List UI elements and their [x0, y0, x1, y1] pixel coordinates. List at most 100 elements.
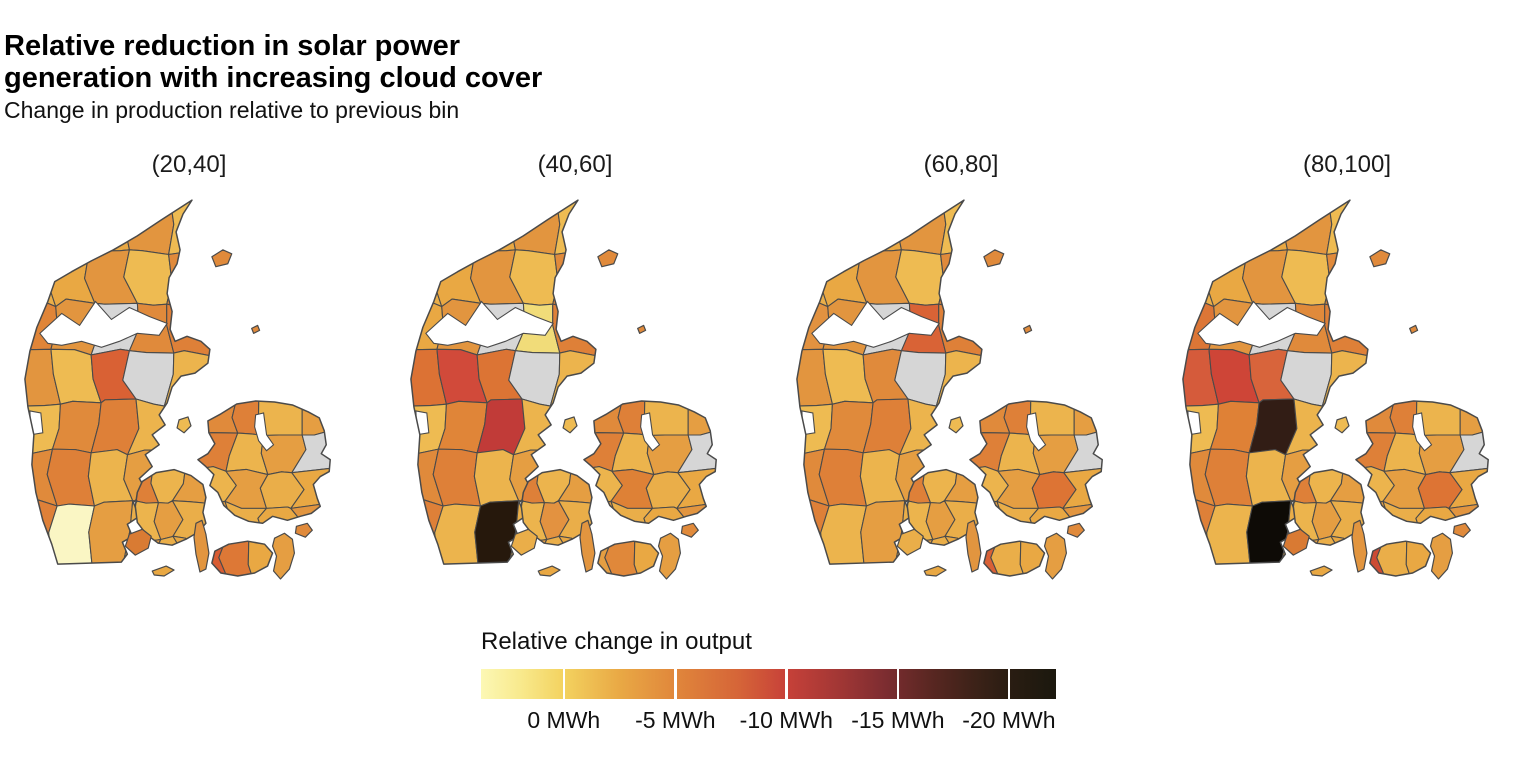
municipality-cell-jut-2-0	[860, 200, 902, 252]
municipality-cell-zea-2-3	[643, 506, 688, 524]
municipality-cell-jut-0-0	[24, 200, 54, 256]
municipality-cell-zea-2-3	[1415, 506, 1460, 524]
facet-(20,40]: (20,40]	[10, 150, 368, 612]
chart-header: Relative reduction in solar power generat…	[4, 30, 542, 124]
colorbar-tick-label: -15 MWh	[851, 707, 945, 733]
island-falster	[1429, 532, 1454, 580]
municipality-cell-zea-3-3	[1061, 504, 1103, 524]
municipality-cell-jut-1-0	[1204, 200, 1252, 259]
colorbar-tick-label: -5 MWh	[635, 707, 716, 733]
municipality-cell-jut-2-6	[88, 500, 134, 565]
island-falster	[1043, 532, 1068, 580]
colorbar-tick-mark	[562, 669, 566, 699]
municipality-cell-jut-1-5	[818, 448, 867, 507]
municipality-cell-jut-1-6	[820, 503, 867, 565]
municipality-cell-jut-4-0	[940, 200, 982, 259]
island-langeland	[1351, 519, 1368, 573]
municipality-cell-jut-0-0	[1182, 200, 1212, 256]
municipality-cell-jut-3-0	[123, 200, 175, 256]
municipality-cell-lol-1-0	[990, 541, 1030, 577]
municipality-cell-jut-4-2	[938, 301, 982, 357]
chart-title-line1: Relative reduction in solar power	[4, 30, 461, 62]
municipality-cell-jut-2-6	[860, 500, 906, 565]
fjord-water	[254, 412, 275, 452]
island-aero	[923, 565, 947, 577]
municipality-cell-jut-2-0	[88, 200, 130, 252]
island-samso	[948, 416, 964, 434]
municipality-cell-lol-0-0	[983, 541, 1004, 577]
colorbar-tick-label: 0 MWh	[527, 707, 601, 733]
colorbar-tick-label: -10 MWh	[739, 707, 833, 733]
island-aero	[537, 565, 561, 577]
island-outline-zealand	[1355, 400, 1489, 525]
municipality-cell-jut-2-6	[1246, 500, 1292, 565]
island-mon	[1452, 522, 1471, 538]
fjord-water	[811, 300, 940, 348]
island-aero	[151, 565, 175, 577]
facet-(40,60]: (40,60]	[396, 150, 754, 612]
chart-title: Relative reduction in solar power generat…	[4, 30, 542, 95]
chart-title-line2: generation with increasing cloud cover	[4, 62, 543, 95]
municipality-cell-lol-0-0	[597, 541, 618, 577]
municipality-cell-jut-4-2	[1324, 301, 1368, 357]
municipality-cell-zea-3-0	[687, 400, 716, 436]
municipality-cell-lol-0-0	[211, 541, 232, 577]
facet-(80,100]: (80,100]	[1168, 150, 1526, 612]
fjord-water	[640, 412, 661, 452]
island-outline-zealand	[197, 400, 331, 525]
municipality-cell-lol-1-0	[218, 541, 258, 577]
island-samso	[1334, 416, 1350, 434]
municipality-cell-jut-4-2	[166, 301, 210, 357]
municipality-cell-lol-0-0	[1369, 541, 1390, 577]
municipality-cell-jut-4-1	[938, 252, 982, 309]
island-falster	[657, 532, 682, 580]
municipality-cell-jut-3-0	[509, 200, 561, 256]
island-langeland	[965, 519, 982, 573]
island-als	[1282, 528, 1310, 556]
facet-row: (20,40] (40,60] (60,80] (80,100]	[10, 150, 1526, 612]
island-outline-zealand	[969, 400, 1103, 525]
municipality-cell-zea-2-3	[1029, 506, 1074, 524]
colorbar-tick-mark	[674, 669, 677, 699]
island-outline-lolland	[597, 540, 660, 577]
municipality-cell-zea-3-0	[1073, 400, 1102, 436]
island-outline-zealand	[583, 400, 717, 525]
island-falster	[271, 532, 296, 580]
municipality-cell-zea-3-3	[675, 504, 717, 524]
colorbar-tick-mark	[785, 669, 788, 699]
municipality-cell-zea-3-0	[301, 400, 330, 436]
island-laeso	[983, 249, 1005, 268]
island-als	[510, 528, 538, 556]
island-anholt	[251, 324, 261, 334]
municipality-cell-zea-3-0	[1459, 400, 1488, 436]
municipality-cell-jut-1-0	[46, 200, 94, 259]
municipality-cell-jut-4-1	[552, 252, 596, 309]
island-outline-lolland	[211, 540, 274, 577]
municipality-cell-jut-1-6	[1206, 503, 1253, 565]
facet-label: (20,40]	[151, 151, 227, 178]
denmark-choropleth-map	[1182, 199, 1489, 580]
fjord-water	[1026, 412, 1047, 452]
facet-label: (60,80]	[923, 151, 999, 178]
colorbar-tick-mark	[896, 669, 900, 699]
island-aero	[1309, 565, 1333, 577]
colorbar-gradient	[481, 669, 1056, 699]
island-laeso	[1369, 249, 1391, 268]
facet-label: (40,60]	[537, 151, 613, 178]
island-outline-lolland	[983, 540, 1046, 577]
island-outline-lolland	[1369, 540, 1432, 577]
municipality-cell-jut-1-6	[434, 503, 481, 565]
municipality-cell-jut-4-0	[1326, 200, 1368, 259]
municipality-cell-jut-1-0	[818, 200, 866, 259]
facet-label: (80,100]	[1302, 151, 1392, 178]
island-mon	[1066, 522, 1085, 538]
municipality-cell-jut-1-5	[46, 448, 95, 507]
legend: Relative change in output 0 MWh -5 MWh -10…	[481, 628, 1056, 733]
municipality-cell-zea-3-3	[289, 504, 331, 524]
island-laeso	[597, 249, 619, 268]
fjord-water	[425, 300, 554, 348]
municipality-cell-jut-4-2	[552, 301, 596, 357]
island-anholt	[1409, 324, 1419, 334]
island-laeso	[211, 249, 233, 268]
